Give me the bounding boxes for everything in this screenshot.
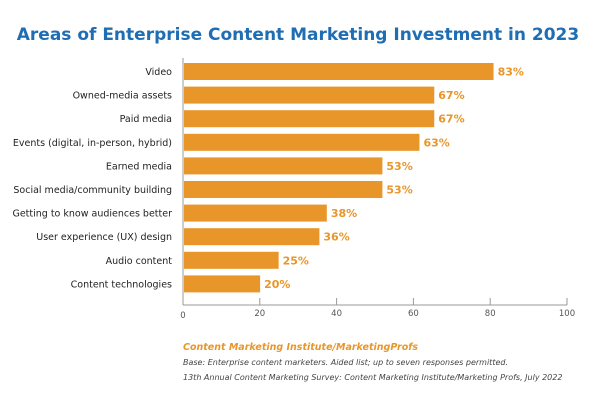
footnote-survey: 13th Annual Content Marketing Survey: Co…: [183, 373, 562, 382]
bar: [184, 275, 261, 293]
source-title: Content Marketing Institute/MarketingPro…: [183, 342, 418, 353]
category-label: Earned media: [106, 161, 172, 172]
footnote-base: Base: Enterprise content marketers. Aide…: [183, 358, 508, 367]
bar: [184, 251, 279, 269]
value-label: 36%: [323, 231, 349, 244]
bar: [184, 86, 435, 104]
category-label: Paid media: [120, 114, 172, 125]
value-label: 67%: [438, 113, 464, 126]
x-tick-label: 80: [485, 309, 496, 319]
bar: [184, 133, 420, 151]
category-label: Owned-media assets: [73, 91, 172, 102]
chart-title: Areas of Enterprise Content Marketing In…: [17, 25, 579, 45]
bar: [184, 110, 435, 128]
value-label: 83%: [498, 66, 524, 79]
value-label: 38%: [331, 207, 357, 220]
bar: [184, 204, 327, 222]
value-label: 20%: [264, 278, 290, 291]
x-tick-label: 20: [254, 309, 265, 319]
bar: [184, 181, 383, 198]
bar: [184, 228, 320, 246]
category-label: Getting to know audiences better: [12, 209, 172, 220]
value-label: 53%: [386, 184, 412, 197]
x-tick-label: 60: [408, 309, 419, 319]
x-tick-label: 0: [180, 311, 185, 321]
x-tick-label: 40: [331, 309, 342, 319]
category-label: Video: [145, 67, 172, 78]
value-label: 63%: [423, 136, 449, 149]
category-label: Social media/community building: [13, 185, 172, 196]
category-label: Audio content: [106, 256, 173, 267]
category-label: User experience (UX) design: [36, 232, 172, 243]
category-label: Content technologies: [71, 279, 172, 290]
x-tick-label: 100: [559, 309, 575, 319]
bar: [184, 157, 383, 175]
category-label: Events (digital, in-person, hybrid): [13, 138, 172, 149]
value-label: 53%: [386, 160, 412, 173]
bar: [184, 63, 494, 80]
value-label: 25%: [283, 254, 309, 267]
value-label: 67%: [438, 89, 464, 102]
